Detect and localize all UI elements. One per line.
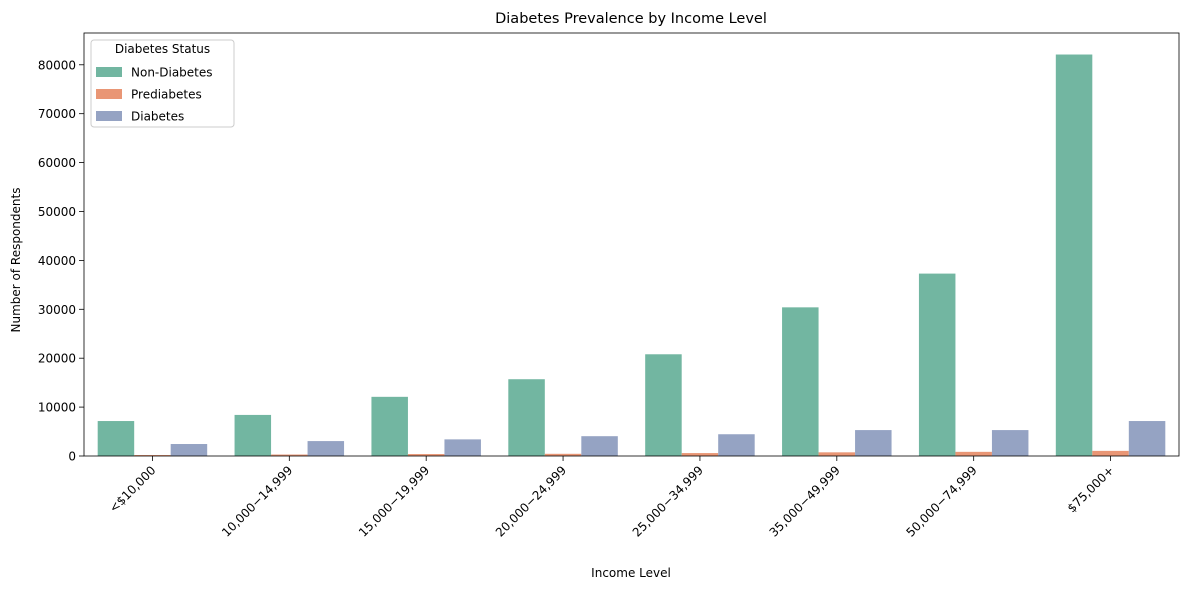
bar-non-diabetes-3 <box>508 379 545 456</box>
x-tick-label: <$10,000 <box>106 463 158 515</box>
y-tick-label: 70000 <box>38 107 76 121</box>
legend-label-non-diabetes: Non-Diabetes <box>131 66 213 80</box>
bar-diabetes-6 <box>991 430 1029 456</box>
bar-non-diabetes-6 <box>918 273 956 456</box>
bar-prediabetes-4 <box>681 453 719 456</box>
bar-non-diabetes-7 <box>1055 54 1093 457</box>
x-tick-label: 15,000−19,999 <box>356 463 432 539</box>
bar-diabetes-7 <box>1128 421 1166 456</box>
y-tick-label: 30000 <box>38 303 76 317</box>
bar-non-diabetes-2 <box>371 396 408 456</box>
legend-swatch-non-diabetes <box>96 67 122 77</box>
bar-prediabetes-6 <box>955 451 992 456</box>
y-tick-label: 60000 <box>38 156 76 170</box>
x-tick-label: 35,000−49,999 <box>767 463 843 539</box>
legend-label-diabetes: Diabetes <box>131 110 184 124</box>
y-axis-title: Number of Respondents <box>9 188 23 333</box>
legend-swatch-diabetes <box>96 111 122 121</box>
legend-swatch-prediabetes <box>96 89 122 99</box>
legend-label-prediabetes: Prediabetes <box>131 88 202 102</box>
bar-diabetes-3 <box>581 436 618 456</box>
y-tick-label: 20000 <box>38 352 76 366</box>
chart-title: Diabetes Prevalence by Income Level <box>495 11 767 27</box>
bar-diabetes-2 <box>444 439 481 456</box>
y-tick-label: 40000 <box>38 254 76 268</box>
plot-frame <box>83 32 1180 457</box>
bar-prediabetes-7 <box>1092 450 1129 456</box>
x-tick-label: 25,000−34,999 <box>630 463 706 539</box>
x-tick-label: 10,000−14,999 <box>219 463 295 539</box>
bar-non-diabetes-1 <box>234 414 272 456</box>
bar-non-diabetes-5 <box>782 307 819 456</box>
y-tick-label: 50000 <box>38 205 76 219</box>
x-tick-label: 50,000−74,999 <box>903 463 979 539</box>
bar-non-diabetes-0 <box>97 421 135 456</box>
bar-prediabetes-3 <box>544 453 582 456</box>
x-axis-title: Income Level <box>591 566 671 580</box>
bar-prediabetes-5 <box>818 452 856 456</box>
bar-diabetes-4 <box>718 434 755 456</box>
x-tick-label: 20,000−24,999 <box>493 463 569 539</box>
plot-area <box>97 54 1166 457</box>
x-tick-label: $75,000+ <box>1065 463 1117 515</box>
y-tick-label: 0 <box>68 450 76 464</box>
legend-title: Diabetes Status <box>115 42 210 56</box>
y-tick-label: 10000 <box>38 401 76 415</box>
bar-diabetes-5 <box>855 430 892 456</box>
bar-prediabetes-1 <box>271 454 308 456</box>
legend-box <box>90 39 235 128</box>
bar-prediabetes-2 <box>407 454 445 456</box>
bar-prediabetes-0 <box>134 455 171 456</box>
bar-diabetes-1 <box>307 441 345 456</box>
bar-non-diabetes-4 <box>645 354 682 456</box>
bar-diabetes-0 <box>170 444 208 456</box>
y-tick-label: 80000 <box>38 58 76 72</box>
legend: Diabetes Status Non-Diabetes Prediabetes Di… <box>90 39 235 128</box>
